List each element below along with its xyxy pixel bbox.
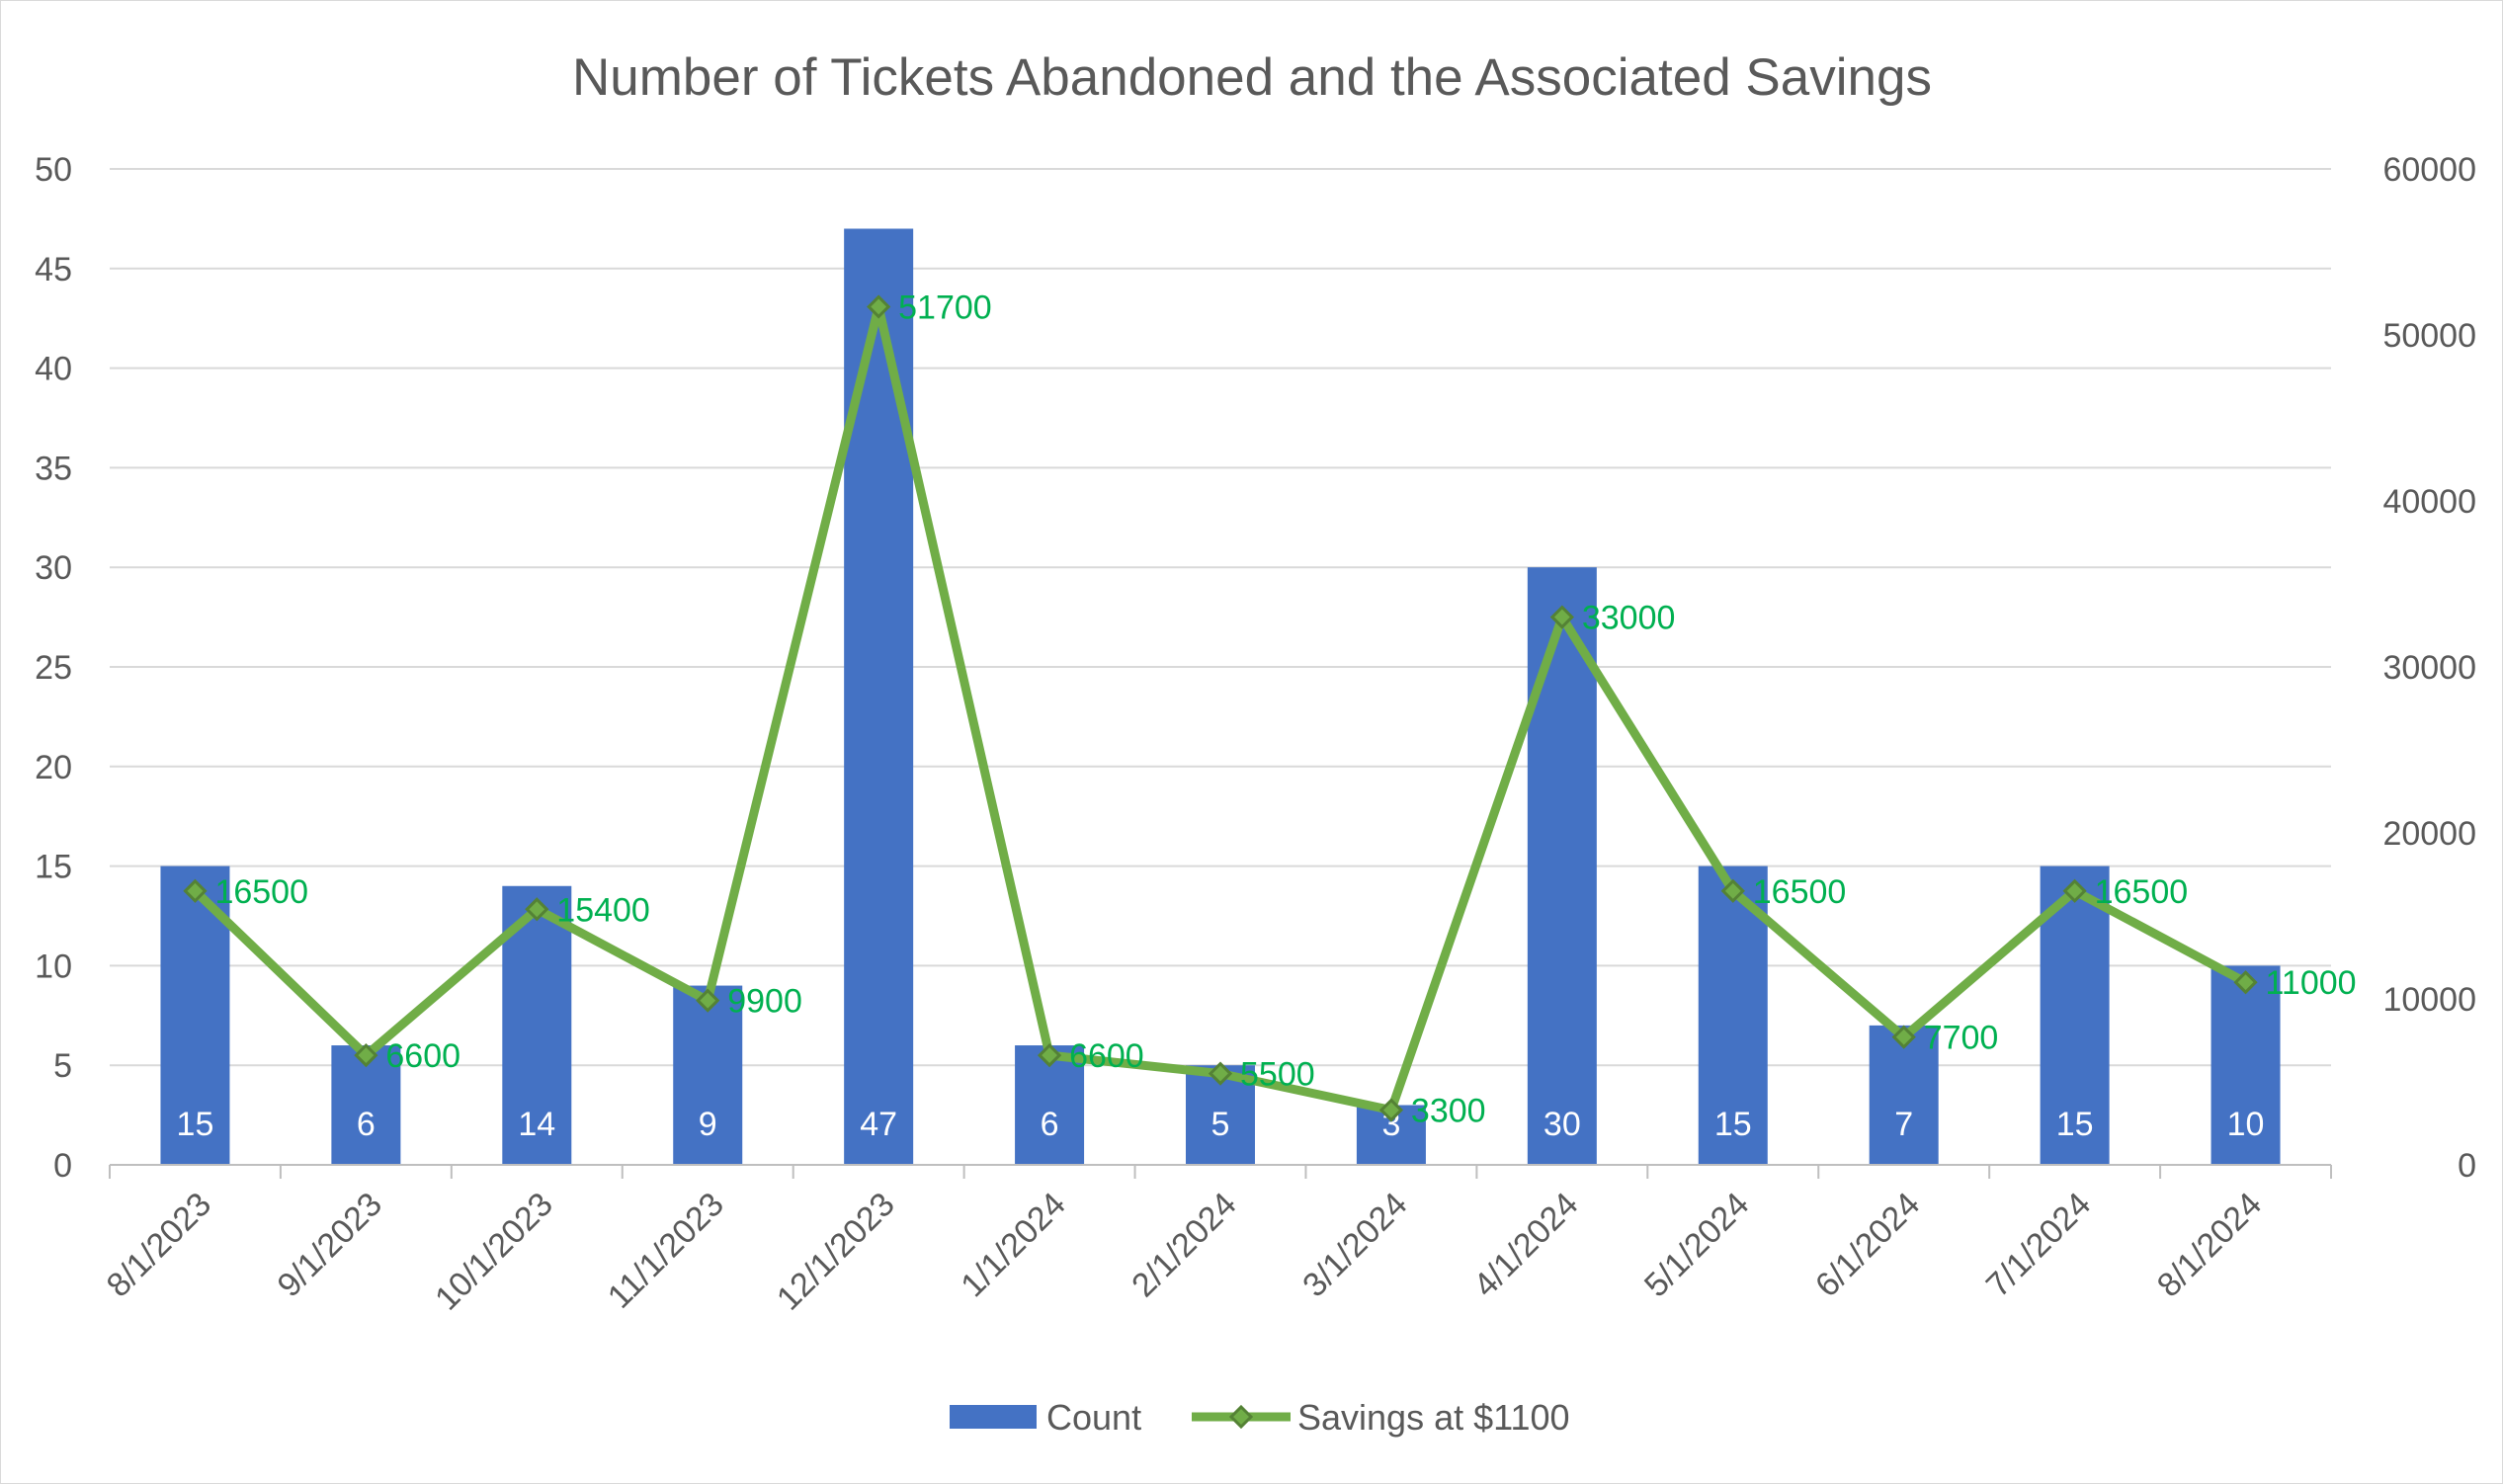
left-tick-label: 30 [35, 549, 72, 587]
x-tick-label: 1/1/2024 [954, 1186, 1072, 1304]
legend-count-label: Count [1046, 1397, 1141, 1438]
savings-marker [1720, 878, 1745, 903]
left-tick-label: 35 [35, 450, 72, 487]
x-tick-label: 6/1/2024 [1808, 1186, 1927, 1304]
x-tick-label: 10/1/2023 [428, 1186, 560, 1318]
left-tick-label: 40 [35, 351, 72, 388]
x-tick-label: 4/1/2024 [1466, 1186, 1585, 1304]
right-tick-label: 20000 [2382, 815, 2476, 853]
savings-data-label: 6600 [385, 1037, 460, 1075]
savings-marker [1208, 1061, 1233, 1086]
count-bar-label: 5 [1211, 1106, 1230, 1143]
left-axis-ticks: 0 5 10 15 20 25 30 35 40 45 50 [35, 151, 72, 1185]
count-bar-label: 47 [860, 1106, 897, 1143]
count-bar-label: 6 [1041, 1106, 1059, 1143]
legend-count-swatch [950, 1405, 1037, 1429]
chart-title: Number of Tickets Abandoned and the Asso… [572, 48, 1932, 107]
left-tick-label: 45 [35, 251, 72, 289]
x-tick-label: 5/1/2024 [1637, 1186, 1756, 1304]
savings-data-label: 3300 [1411, 1093, 1486, 1130]
x-tick-label: 9/1/2023 [271, 1186, 389, 1304]
right-tick-label: 60000 [2382, 151, 2476, 189]
x-tick-label: 7/1/2024 [1979, 1186, 2098, 1304]
savings-marker [183, 878, 208, 903]
savings-marker [2062, 878, 2087, 903]
left-tick-label: 50 [35, 151, 72, 189]
count-data-labels: 15 6 14 9 47 6 5 3 30 15 7 15 10 [177, 1106, 2265, 1143]
savings-marker [1037, 1042, 1062, 1068]
savings-data-label: 16500 [2095, 873, 2189, 911]
right-axis-ticks: 0 10000 20000 30000 40000 50000 60000 [2382, 151, 2476, 1185]
left-tick-label: 15 [35, 849, 72, 886]
savings-data-label: 9900 [727, 983, 802, 1021]
x-tick-label: 8/1/2023 [100, 1186, 218, 1304]
x-tick-label: 8/1/2024 [2150, 1186, 2269, 1304]
count-bar-label: 15 [177, 1106, 214, 1143]
count-bar-label: 15 [1714, 1106, 1752, 1143]
x-axis-ticks: 8/1/2023 9/1/2023 10/1/2023 11/1/2023 12/1/2… [100, 1165, 2332, 1318]
count-bar-label: 30 [1544, 1106, 1581, 1143]
left-tick-label: 10 [35, 948, 72, 985]
gridlines [110, 168, 2331, 1067]
legend-savings-label: Savings at $1100 [1297, 1397, 1570, 1438]
savings-marker [2233, 970, 2258, 995]
x-tick-label: 3/1/2024 [1295, 1186, 1414, 1304]
count-bar [673, 985, 743, 1165]
count-bar-label: 15 [2056, 1106, 2094, 1143]
savings-data-label: 15400 [556, 891, 650, 929]
savings-marker [354, 1042, 378, 1068]
x-tick-label: 11/1/2023 [601, 1186, 731, 1316]
count-bar-label: 6 [357, 1106, 375, 1143]
right-tick-label: 50000 [2382, 317, 2476, 355]
count-bar-label: 10 [2227, 1106, 2265, 1143]
right-tick-label: 30000 [2382, 649, 2476, 687]
right-tick-label: 0 [2458, 1147, 2476, 1185]
savings-data-label: 51700 [898, 289, 992, 326]
count-bar-label: 9 [699, 1106, 717, 1143]
count-bar [2211, 965, 2281, 1165]
savings-marker [1378, 1098, 1404, 1122]
left-tick-label: 25 [35, 649, 72, 687]
left-tick-label: 0 [53, 1147, 72, 1185]
count-bars [160, 228, 2281, 1166]
legend: Count Savings at $1100 [950, 1397, 1570, 1438]
count-bar [1527, 567, 1597, 1165]
savings-marker [867, 294, 891, 319]
savings-data-label: 7700 [1924, 1020, 1999, 1057]
savings-marker [1549, 605, 1574, 629]
x-tick-label: 12/1/2023 [770, 1186, 902, 1318]
x-tick-label: 2/1/2024 [1125, 1186, 1243, 1304]
savings-marker [1891, 1025, 1916, 1049]
savings-data-label: 16500 [1753, 873, 1847, 911]
left-tick-label: 5 [53, 1047, 72, 1085]
savings-markers [183, 294, 2258, 1122]
legend-savings-marker [1228, 1404, 1254, 1430]
left-tick-label: 20 [35, 749, 72, 786]
savings-data-label: 16500 [214, 873, 308, 911]
savings-data-label: 6600 [1069, 1037, 1144, 1075]
savings-data-label: 5500 [1240, 1056, 1315, 1094]
count-bar-label: 7 [1894, 1106, 1913, 1143]
savings-marker [525, 897, 549, 922]
savings-data-label: 33000 [1582, 600, 1676, 637]
savings-data-label: 11000 [2266, 964, 2357, 1002]
right-tick-label: 40000 [2382, 483, 2476, 521]
savings-marker [696, 988, 720, 1013]
count-bar [844, 228, 914, 1166]
savings-data-labels: 16500 6600 15400 9900 51700 6600 5500 3300 33000… [214, 289, 2356, 1129]
count-bar-label: 14 [518, 1106, 555, 1143]
right-tick-label: 10000 [2382, 981, 2476, 1019]
